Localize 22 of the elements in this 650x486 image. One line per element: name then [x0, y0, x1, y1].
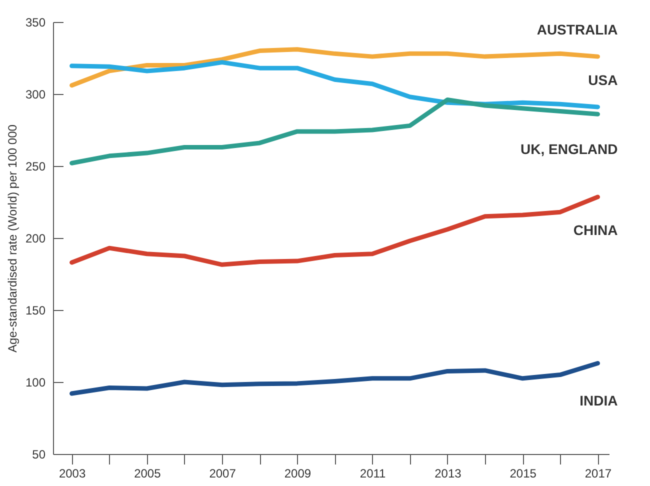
y-tick-label: 250: [25, 160, 46, 174]
y-axis-title: Age-standardised rate (World) per 100 000: [5, 124, 20, 352]
x-tick-label: 2007: [209, 466, 236, 480]
text: UK, ENGLAND: [520, 141, 618, 158]
x-tick-label: 2005: [134, 466, 162, 480]
y-tick-label: 300: [25, 88, 46, 102]
x-tick-label: 2013: [434, 466, 462, 480]
series-label: AUSTRALIA: [536, 22, 618, 38]
series-label: USA: [588, 72, 618, 88]
y-tick-label: 50: [32, 448, 46, 462]
line-series: [70, 361, 600, 396]
y-tick-label: 150: [25, 304, 46, 318]
series-label: CHINA: [573, 222, 618, 238]
x-tick-label: 2011: [360, 466, 386, 480]
x-tick-label: 2017: [584, 466, 612, 480]
x-tick-label: 2003: [58, 466, 86, 480]
x-tick-label: 2009: [284, 466, 312, 480]
y-tick-label: 100: [25, 376, 46, 390]
series-label: INDIA: [580, 392, 618, 408]
x-tick-label: 2015: [510, 466, 537, 480]
y-tick-label: 350: [25, 16, 46, 30]
y-tick-label: 200: [25, 232, 46, 246]
